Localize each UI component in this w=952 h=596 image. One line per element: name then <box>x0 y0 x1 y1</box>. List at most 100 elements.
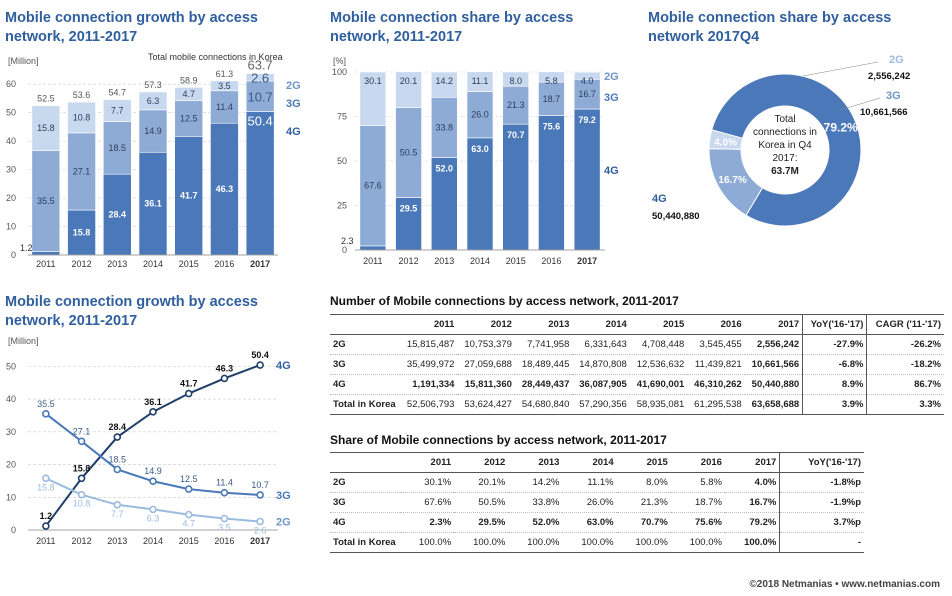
bar-segment-2G <box>138 91 168 111</box>
line-point-2G <box>256 517 264 526</box>
pie-legend-3G: 3G <box>886 90 901 102</box>
bar-segment-3G <box>102 121 132 175</box>
share-label: 14.2 <box>436 76 454 86</box>
table-cell: 12,536,632 <box>629 354 688 375</box>
total-label: 63.7 <box>247 58 272 73</box>
share-segment-4G <box>359 245 387 251</box>
table-cell: 100.0% <box>724 532 780 553</box>
x-tick-label: 2016 <box>214 536 234 546</box>
table-cell: 75.6% <box>670 512 725 533</box>
line-point-4G <box>220 374 229 383</box>
line-data-label: 2.6 <box>254 525 267 535</box>
table-cell: 8.9% <box>802 374 867 395</box>
line-data-label: 1.2 <box>40 511 53 521</box>
bar-segment-4G <box>245 111 275 256</box>
table-cell: 61,295,538 <box>687 394 745 415</box>
share-segment-2G <box>502 71 530 87</box>
y-tick-label: 10 <box>6 492 16 502</box>
data-label: 2.6 <box>251 70 269 85</box>
share-segment-4G <box>466 137 494 251</box>
table-cell: 8.0% <box>616 472 671 493</box>
share-label: 11.1 <box>472 76 489 86</box>
pie-legend-4G: 4G <box>652 193 667 205</box>
y-tick-label: 50 <box>6 108 16 118</box>
table-header-cell: 2016 <box>687 314 745 335</box>
line-data-label: 14.9 <box>144 466 162 476</box>
line-data-label: 35.5 <box>37 399 55 409</box>
share-label: 21.3 <box>507 100 525 110</box>
bar-segment-3G <box>174 100 204 137</box>
line-data-label: 50.4 <box>251 350 269 360</box>
x-tick-label: 2011 <box>36 259 55 269</box>
table-cell: 36,087,905 <box>572 374 630 395</box>
line-point-4G <box>149 408 157 416</box>
line-point-3G <box>149 477 157 486</box>
legend-label-2G: 2G <box>604 71 619 83</box>
table-cell: 6,331,643 <box>572 334 630 355</box>
table-cell: 15,811,360 <box>457 374 515 395</box>
line-data-label: 10.8 <box>73 499 91 509</box>
x-tick-label: 2014 <box>470 256 490 266</box>
share-label: 18.7 <box>543 94 561 104</box>
table-cell: 4G <box>330 374 400 395</box>
table-cell: Total in Korea <box>330 532 400 553</box>
table-header-cell: 2015 <box>629 314 688 335</box>
table-header-cell: 2014 <box>562 452 617 473</box>
total-label: 53.6 <box>73 90 91 100</box>
share-segment-2G <box>466 71 494 92</box>
share-segment-4G <box>538 115 565 251</box>
bar-segment-3G <box>245 80 275 112</box>
y-tick-label: 0 <box>11 525 16 535</box>
table-cell: 2G <box>330 472 400 493</box>
x-tick-label: 2011 <box>363 256 382 266</box>
footer-credit: ©2018 Netmanias • www.netmanias.com <box>749 579 940 590</box>
line-data-label: 7.7 <box>111 509 124 519</box>
data-label: 41.7 <box>180 191 198 201</box>
table-cell: 53,624,427 <box>457 394 515 415</box>
table-cell: 11.1% <box>562 472 617 493</box>
table-cell: 63,658,688 <box>744 394 803 415</box>
share-label: 5.8 <box>545 76 558 86</box>
table-cell: -1.8%p <box>779 472 864 493</box>
table-row: 2G 15,815,487 10,753,379 7,741,958 6,331,643… <box>330 334 944 355</box>
table-cell: 18.7% <box>670 492 725 513</box>
table-header-cell: 2011 <box>400 314 458 335</box>
table-cell: 27,059,688 <box>457 354 515 375</box>
bar-segment-4G <box>67 209 96 256</box>
table-cell: 79.2% <box>724 512 780 533</box>
line-data-label: 15.8 <box>37 482 55 492</box>
data-label: 50.4 <box>247 114 272 129</box>
x-tick-label: 2017 <box>577 256 597 266</box>
table-cell: 63.0% <box>562 512 617 533</box>
table-header-cell: YoY('16-'17) <box>802 314 867 335</box>
line-data-label: 15.8 <box>73 463 91 473</box>
y-axis-label: [Million] <box>8 336 39 346</box>
share-segment-2G <box>430 71 458 98</box>
data-label: 10.8 <box>73 113 91 123</box>
share-segment-2G <box>538 71 565 83</box>
x-tick-label: 2015 <box>179 536 199 546</box>
share-label: 67.6 <box>364 181 382 191</box>
x-tick-label: 2017 <box>250 536 270 546</box>
total-label: 57.3 <box>144 80 162 90</box>
line-point-3G <box>77 437 86 446</box>
legend-label-4G: 4G <box>604 165 619 177</box>
table-cell: 7,741,958 <box>514 334 573 355</box>
table-cell: 100.0% <box>670 532 725 553</box>
y-tick-label: 10 <box>6 222 16 232</box>
table-cell: 10,661,566 <box>744 354 803 375</box>
table-cell: 5.8% <box>670 472 725 493</box>
x-tick-label: 2012 <box>399 256 419 266</box>
growth-line-title: Mobile connection growth by access netwo… <box>5 294 258 329</box>
y-tick-label: 100 <box>332 67 347 77</box>
share-segment-2G <box>395 71 422 108</box>
x-tick-label: 2015 <box>506 256 526 266</box>
data-label: 1.2 <box>20 243 33 253</box>
pie-title: Mobile connection share by access networ… <box>648 10 892 45</box>
share-label: 79.2 <box>578 115 596 125</box>
bar-segment-4G <box>174 136 204 256</box>
table-row: 3G 67.6% 50.5% 33.8% 26.0% 21.3% 18.7% 16.7% -1.… <box>330 492 864 513</box>
total-label: 52.5 <box>37 94 55 104</box>
table-cell: 4G <box>330 512 400 533</box>
line-point-2G <box>113 500 122 509</box>
